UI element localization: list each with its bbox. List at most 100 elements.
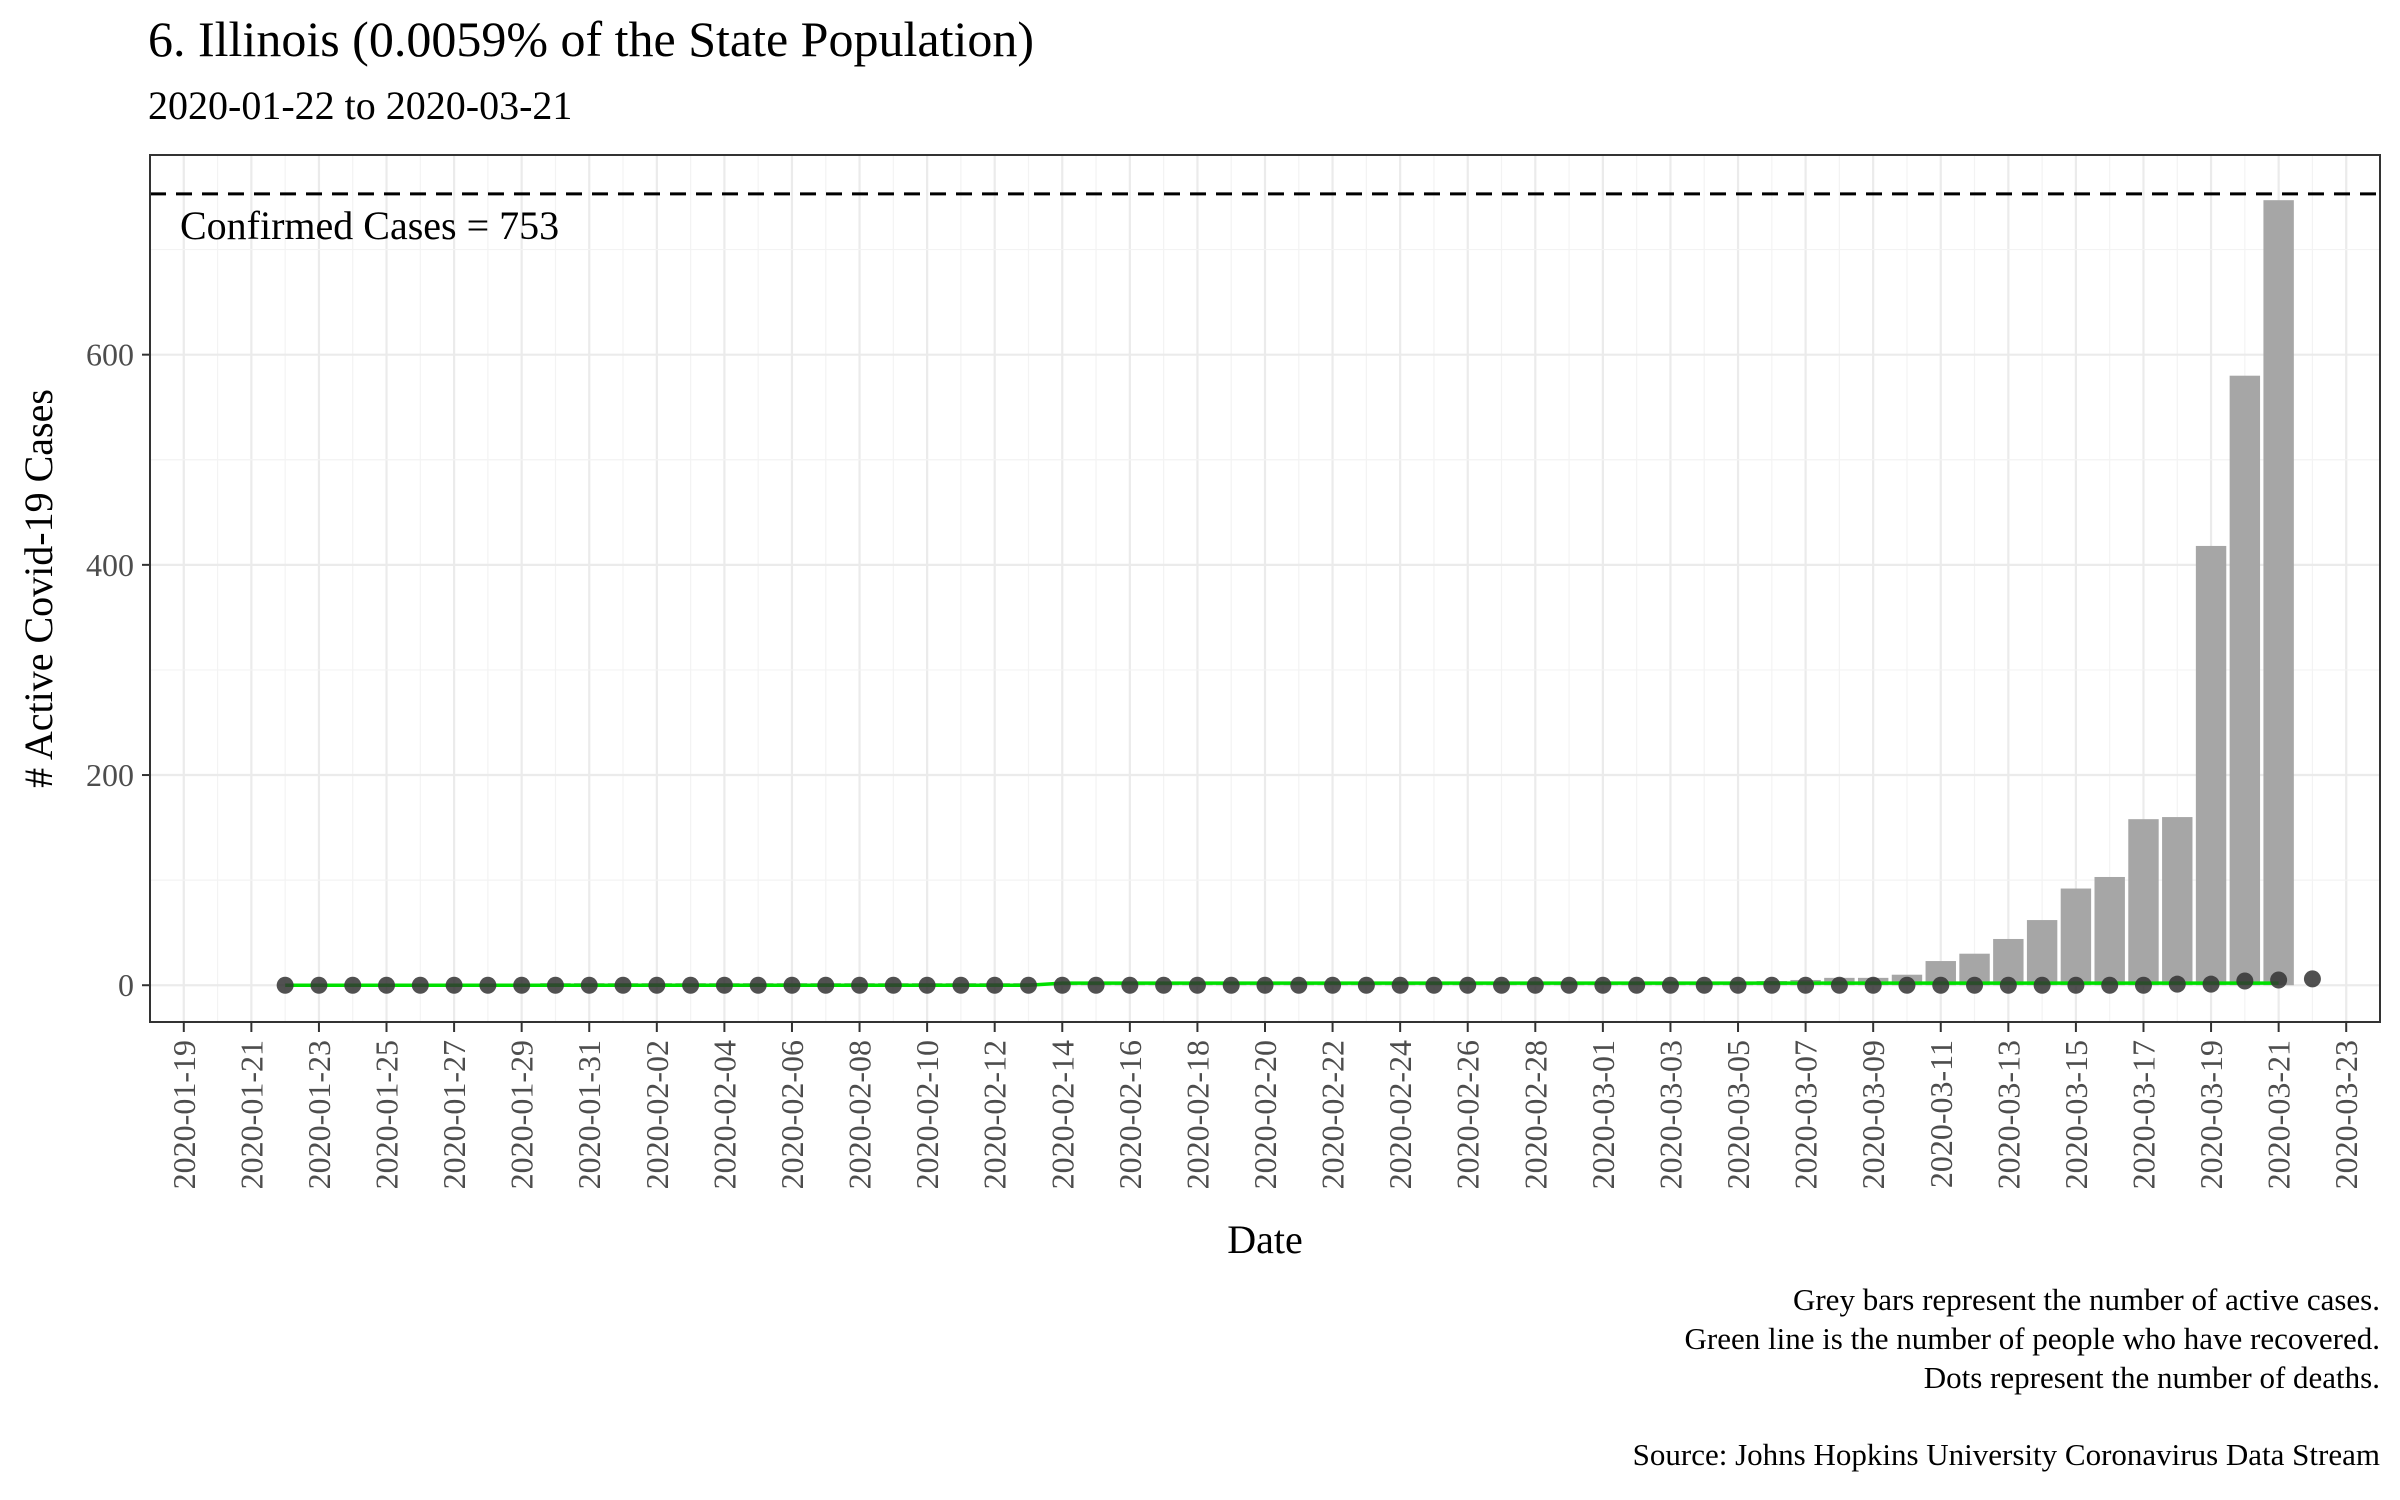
death-dot xyxy=(1797,976,1815,994)
death-dot xyxy=(1661,976,1679,994)
x-tick-label: 2020-02-16 xyxy=(1112,1040,1148,1189)
x-tick-label: 2020-02-06 xyxy=(774,1040,810,1189)
death-dot xyxy=(715,976,733,994)
x-tick-label: 2020-01-21 xyxy=(233,1040,269,1189)
gridlines xyxy=(150,155,2380,1022)
death-dot xyxy=(682,976,700,994)
active-cases-bar xyxy=(2162,817,2193,986)
x-tick-label: 2020-02-04 xyxy=(706,1040,742,1189)
death-dot xyxy=(614,976,632,994)
death-dot xyxy=(1459,976,1477,994)
active-cases-bar xyxy=(2128,819,2159,986)
death-dot xyxy=(952,976,970,994)
x-tick-label: 2020-03-19 xyxy=(2193,1040,2229,1189)
death-dot xyxy=(918,976,936,994)
x-tick-label: 2020-01-25 xyxy=(369,1040,405,1189)
death-dot xyxy=(1898,976,1916,994)
death-dot xyxy=(1391,976,1409,994)
active-cases-bar xyxy=(2263,200,2294,986)
death-dot xyxy=(1425,976,1443,994)
death-dot xyxy=(851,976,869,994)
death-dot xyxy=(276,976,294,994)
active-cases-bar xyxy=(2026,920,2058,986)
death-dot xyxy=(1932,976,1950,994)
death-dot xyxy=(1594,976,1612,994)
x-tick-label: 2020-02-20 xyxy=(1247,1040,1283,1189)
death-dot xyxy=(1053,976,1071,994)
x-tick-label: 2020-01-31 xyxy=(571,1040,607,1189)
death-dot xyxy=(1864,976,1882,994)
death-dot xyxy=(648,976,666,994)
active-cases-bar xyxy=(2094,876,2125,986)
death-dot xyxy=(749,976,767,994)
death-dot xyxy=(546,976,564,994)
confirmed-cases-annotation: Confirmed Cases = 753 xyxy=(180,203,559,248)
x-tick-label: 2020-03-11 xyxy=(1923,1040,1959,1188)
x-tick-label: 2020-02-22 xyxy=(1315,1040,1351,1189)
x-tick-label: 2020-02-24 xyxy=(1382,1040,1418,1189)
death-dot xyxy=(2236,972,2254,990)
death-dot xyxy=(817,976,835,994)
y-tick-label: 400 xyxy=(86,547,134,583)
death-dot xyxy=(1729,976,1747,994)
death-dot xyxy=(1222,976,1240,994)
x-tick-label: 2020-03-07 xyxy=(1788,1040,1824,1189)
x-tick-label: 2020-03-13 xyxy=(1990,1040,2026,1189)
y-axis-title: # Active Covid-19 Cases xyxy=(16,389,61,788)
death-dot xyxy=(1256,976,1274,994)
x-tick-label: 2020-01-27 xyxy=(436,1040,472,1189)
active-cases-bar xyxy=(2195,545,2227,986)
active-cases-bar xyxy=(2229,375,2261,986)
death-dot xyxy=(445,976,463,994)
death-dot xyxy=(1019,976,1037,994)
x-tick-label: 2020-02-28 xyxy=(1517,1040,1553,1189)
death-dot xyxy=(1290,976,1308,994)
x-tick-label: 2020-03-15 xyxy=(2058,1040,2094,1189)
death-dot xyxy=(2270,971,2288,989)
death-dot xyxy=(1188,976,1206,994)
active-cases-bars xyxy=(371,200,2294,986)
x-tick-label: 2020-03-03 xyxy=(1652,1040,1688,1189)
death-dot xyxy=(1628,976,1646,994)
death-dot xyxy=(2202,975,2220,993)
death-dot xyxy=(1087,976,1105,994)
x-tick-label: 2020-03-01 xyxy=(1585,1040,1621,1189)
x-tick-label: 2020-02-12 xyxy=(977,1040,1013,1189)
y-tick-label: 200 xyxy=(86,757,134,793)
x-tick-label: 2020-02-08 xyxy=(842,1040,878,1189)
death-dot xyxy=(2134,976,2152,994)
x-tick-label: 2020-03-21 xyxy=(2261,1040,2297,1189)
deaths-dots xyxy=(276,970,2321,994)
x-tick-label: 2020-01-29 xyxy=(504,1040,540,1189)
caption-source: Source: Johns Hopkins University Coronav… xyxy=(1632,1437,2380,1472)
death-dot xyxy=(344,976,362,994)
x-tick-label: 2020-03-17 xyxy=(2125,1040,2161,1189)
death-dot xyxy=(378,976,396,994)
death-dot xyxy=(310,976,328,994)
death-dot xyxy=(1999,976,2017,994)
x-tick-label: 2020-03-05 xyxy=(1720,1040,1756,1189)
y-tick-label: 600 xyxy=(86,337,134,373)
death-dot xyxy=(2101,976,2119,994)
x-tick-label: 2020-01-19 xyxy=(166,1040,202,1189)
axes: 0 200 400 600 2020-01-19 2020-01-21 2020-01-23… xyxy=(86,154,2381,1189)
x-tick-label: 2020-03-23 xyxy=(2328,1040,2364,1189)
x-tick-label: 2020-03-09 xyxy=(1855,1040,1891,1189)
death-dot xyxy=(1763,976,1781,994)
death-dot xyxy=(2033,976,2051,994)
death-dot xyxy=(1830,976,1848,994)
x-tick-label: 2020-01-23 xyxy=(301,1040,337,1189)
death-dot xyxy=(1966,976,1984,994)
death-dot xyxy=(1526,976,1544,994)
x-tick-label: 2020-02-26 xyxy=(1450,1040,1486,1189)
death-dot xyxy=(580,976,598,994)
death-dot xyxy=(513,976,531,994)
caption-line-2: Green line is the number of people who h… xyxy=(1684,1321,2380,1356)
chart-subtitle: 2020-01-22 to 2020-03-21 xyxy=(148,83,573,128)
death-dot xyxy=(411,976,429,994)
death-dot xyxy=(2168,975,2186,993)
death-dot xyxy=(1155,976,1173,994)
x-tick-label: 2020-02-10 xyxy=(909,1040,945,1189)
x-axis-title: Date xyxy=(1227,1217,1303,1262)
